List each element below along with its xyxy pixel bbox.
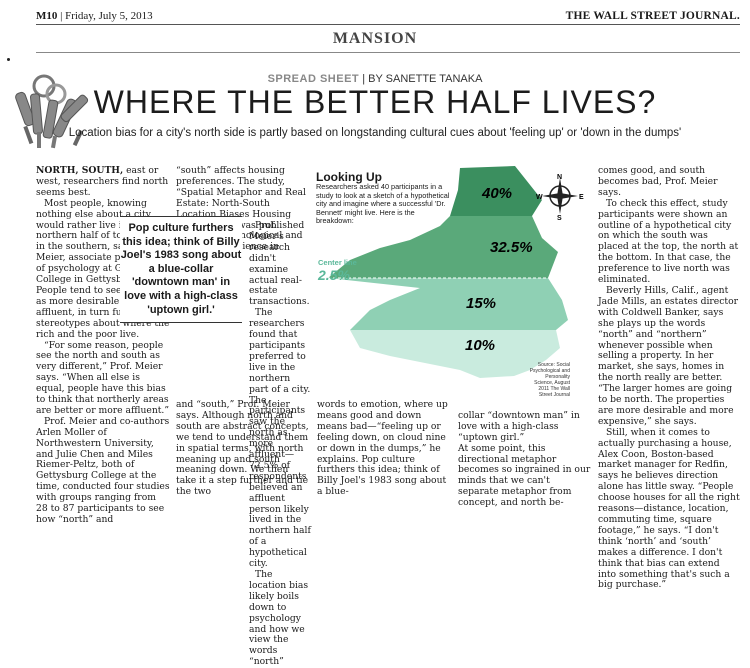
article-column-5: comes good, and south becomes bad, Prof.… bbox=[598, 165, 740, 591]
paragraph: words to emotion, where up means good an… bbox=[317, 399, 448, 498]
paragraph: “For some reason, people see the north a… bbox=[36, 339, 170, 416]
paragraph: Prof. Meier and co-authors Arlen Moller … bbox=[36, 415, 170, 525]
divider bbox=[36, 24, 740, 25]
paragraph: Still, when it comes to actually purchas… bbox=[598, 426, 740, 591]
percent-north: 40% bbox=[481, 185, 512, 202]
center-line-label: Center line bbox=[318, 258, 357, 267]
article-column-3-bottom: words to emotion, where up means good an… bbox=[317, 399, 451, 498]
compass-south-label: S bbox=[557, 215, 562, 220]
percent-south: 10% bbox=[465, 337, 495, 354]
paragraph: The location bias likely boils down to p… bbox=[249, 569, 309, 668]
map-band-lower-middle bbox=[328, 278, 568, 330]
section-title: MANSION bbox=[332, 30, 418, 47]
pull-quote: Pop culture furthers this idea; think of… bbox=[120, 216, 242, 324]
page-folio: M10 | Friday, July 5, 2013 bbox=[36, 10, 153, 22]
map-band-upper-middle bbox=[328, 216, 558, 278]
keys-illustration bbox=[15, 74, 89, 149]
paragraph: Prof. Meier's research didn't examine ac… bbox=[249, 220, 310, 308]
bullet-mark bbox=[7, 58, 10, 61]
article-column-1: NORTH, SOUTH, east or west, researchers … bbox=[36, 165, 170, 526]
graphic-source: Source: Social Psychological and Persona… bbox=[529, 362, 570, 398]
kicker: SPREAD SHEET | BY SANETTE TANAKA bbox=[267, 73, 483, 85]
paragraph: Most people, knowing nothing else about … bbox=[36, 197, 170, 340]
article-column-4-bottom: collar “downtown man” in love with a hig… bbox=[458, 400, 592, 520]
compass-west-label: W bbox=[536, 194, 543, 201]
newspaper-name: THE WALL STREET JOURNAL. bbox=[565, 10, 740, 22]
map-band-north bbox=[450, 166, 542, 216]
compass-icon: N S W E bbox=[536, 174, 584, 220]
paragraph: NORTH, SOUTH, east or west, researchers … bbox=[36, 165, 169, 198]
paragraph: Beverly Hills, Calif., agent Jade Mills,… bbox=[598, 284, 738, 427]
percent-upper-middle: 32.5% bbox=[490, 239, 533, 256]
center-line-callout: Center line 2.5% bbox=[318, 258, 357, 283]
map-band-south bbox=[350, 330, 560, 378]
article-column-2-bottom: and “south,” Prof. Meier says. Although … bbox=[176, 399, 310, 498]
center-line-value: 2.5% bbox=[318, 267, 350, 283]
paragraph: comes good, and south becomes bad, Prof.… bbox=[598, 165, 718, 198]
divider bbox=[36, 52, 740, 53]
city-map-graphic: 40% 32.5% 15% 10% bbox=[318, 166, 568, 378]
deck-subhead: Location bias for a city's north side is… bbox=[68, 127, 682, 139]
paragraph: To check this effect, study participants… bbox=[598, 197, 739, 286]
compass-north-label: N bbox=[557, 174, 562, 181]
paragraph: collar “downtown man” in love with a hig… bbox=[458, 409, 591, 509]
graphic-intro: Researchers asked 40 participants in a s… bbox=[316, 182, 450, 226]
percent-lower-middle: 15% bbox=[466, 295, 496, 312]
headline: WHERE THE BETTER HALF LIVES? bbox=[93, 84, 657, 120]
graphic-title: Looking Up bbox=[316, 170, 382, 184]
paragraph: and “south,” Prof. Meier says. Although … bbox=[176, 399, 309, 498]
compass-east-label: E bbox=[579, 194, 584, 201]
